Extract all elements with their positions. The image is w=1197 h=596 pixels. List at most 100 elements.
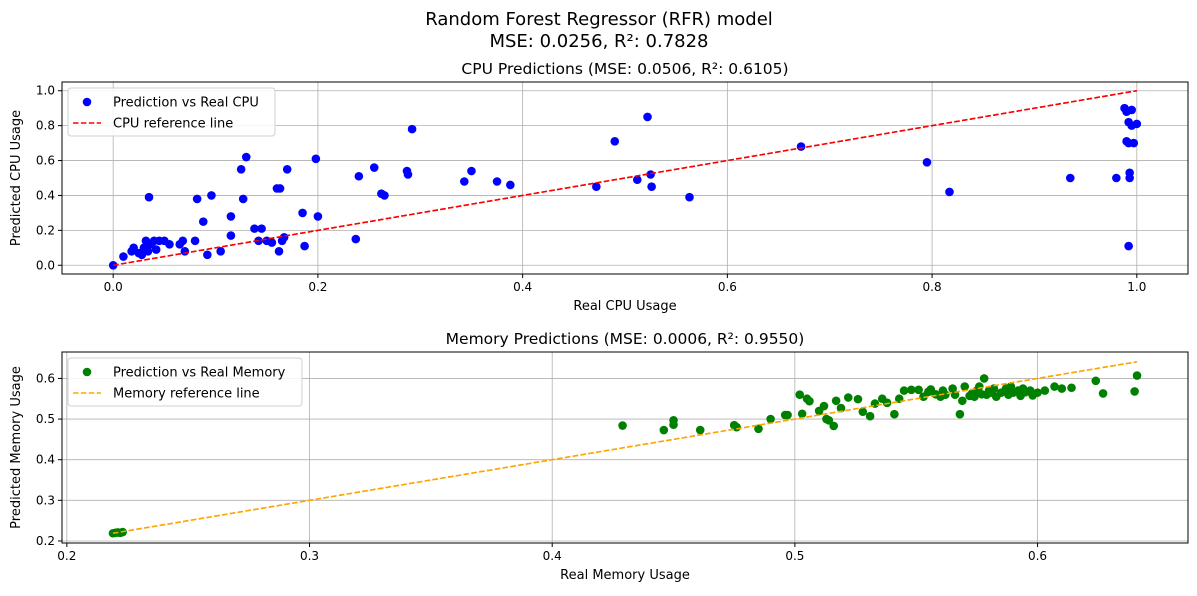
cpu-data-point: [380, 191, 389, 200]
cpu-data-point: [180, 247, 190, 256]
memory-x-axis-label: Real Memory Usage: [560, 568, 690, 583]
memory-data-point: [899, 386, 909, 395]
memory-predictions-panel: 0.2 0.3 0.4 0.5 0.6 0.2 0.3 0.4 0.5 0.6 Memory Pre…: [9, 330, 1189, 583]
memory-data-point: [783, 410, 792, 420]
cpu-data-point: [922, 157, 932, 167]
x-tick-label: 1.0: [1127, 280, 1146, 294]
x-tick-label: 0.8: [923, 280, 942, 294]
memory-data-point: [853, 394, 863, 404]
cpu-data-point: [216, 247, 225, 256]
memory-data-point: [805, 396, 814, 406]
cpu-data-point: [945, 187, 954, 197]
memory-data-point: [958, 396, 967, 406]
memory-panel-title: Memory Predictions (MSE: 0.0006, R²: 0.9…: [446, 330, 805, 348]
cpu-data-point: [467, 166, 476, 176]
legend-box: [67, 87, 276, 137]
cpu-data-point: [313, 212, 323, 221]
cpu-data-point: [250, 224, 259, 233]
x-tick-label: 0.0: [104, 280, 123, 294]
memory-data-point: [1033, 388, 1042, 397]
cpu-data-point: [203, 250, 212, 260]
memory-data-point: [766, 414, 775, 424]
memory-data-point: [941, 390, 950, 399]
cpu-data-point: [647, 182, 656, 192]
memory-data-point: [1098, 389, 1108, 398]
cpu-data-point: [165, 240, 174, 249]
cpu-data-point: [143, 247, 153, 256]
cpu-data-point: [207, 191, 216, 200]
memory-data-point: [669, 415, 678, 425]
cpu-y-axis-label: Predicted CPU Usage: [9, 110, 24, 246]
memory-data-point: [819, 401, 829, 411]
x-tick-label: 0.3: [300, 549, 319, 563]
memory-data-point: [914, 385, 923, 395]
legend-box: [67, 357, 303, 407]
cpu-data-point: [506, 180, 515, 190]
memory-axes-frame: [61, 351, 1189, 544]
x-tick-label: 0.2: [57, 549, 76, 563]
cpu-x-axis-label: Real CPU Usage: [573, 299, 676, 314]
memory-legend: Prediction vs Real Memory Memory referenc…: [67, 357, 303, 407]
memory-data-point: [975, 382, 984, 391]
legend-label: Prediction vs Real CPU: [113, 96, 259, 111]
memory-data-point: [831, 396, 841, 406]
cpu-data-point: [1129, 138, 1139, 148]
cpu-data-point: [1065, 173, 1075, 183]
cpu-data-point: [592, 182, 601, 192]
cpu-data-point: [459, 177, 469, 186]
cpu-data-point: [300, 241, 309, 251]
memory-data-point: [890, 409, 899, 419]
figure-suptitle-line1: Random Forest Regressor (RFR) model: [425, 9, 773, 30]
cpu-data-point: [407, 124, 417, 134]
cpu-data-point: [198, 217, 208, 226]
cpu-data-point: [311, 154, 321, 164]
memory-y-axis-label: Predicted Memory Usage: [9, 366, 24, 529]
cpu-reference-line-overlay: [113, 89, 1137, 267]
cpu-data-point: [226, 231, 236, 240]
x-tick-label: 0.6: [1028, 549, 1047, 563]
cpu-data-point: [226, 212, 236, 221]
cpu-data-point: [275, 184, 285, 193]
cpu-data-point: [610, 137, 620, 146]
cpu-data-point: [685, 192, 694, 202]
memory-data-point: [858, 407, 868, 417]
y-tick-label: 0.5: [36, 412, 55, 426]
memory-data-point: [1050, 382, 1059, 391]
memory-data-point: [989, 384, 999, 393]
cpu-data-point: [151, 245, 161, 254]
x-tick-label: 0.6: [718, 280, 737, 294]
cpu-data-point: [192, 194, 202, 204]
memory-reference-line-overlay: [112, 361, 1138, 534]
memory-data-point: [1132, 371, 1142, 380]
cpu-data-point: [1132, 119, 1142, 129]
memory-data-point: [1057, 384, 1067, 393]
cpu-data-point: [369, 163, 379, 172]
y-tick-label: 0.0: [36, 258, 55, 272]
memory-data-point: [836, 403, 846, 413]
cpu-data-point: [178, 236, 188, 246]
cpu-data-point: [274, 247, 284, 256]
memory-data-point: [659, 425, 669, 435]
legend-marker: [82, 367, 92, 377]
cpu-legend: Prediction vs Real CPU CPU reference line: [67, 87, 276, 137]
cpu-data-point: [492, 177, 502, 186]
cpu-data-point: [238, 194, 248, 204]
memory-data-point: [1091, 376, 1101, 386]
memory-data-point: [979, 374, 989, 383]
cpu-data-point: [108, 260, 118, 270]
cpu-data-point: [796, 142, 806, 151]
cpu-data-point: [354, 171, 364, 181]
cpu-data-point: [1124, 241, 1133, 251]
memory-data-point: [824, 415, 834, 425]
cpu-data-point: [257, 224, 266, 233]
y-tick-label: 0.2: [36, 534, 55, 548]
memory-data-point: [754, 424, 763, 434]
x-tick-label: 0.4: [513, 280, 532, 294]
legend-label: CPU reference line: [113, 117, 233, 132]
cpu-data-point: [1127, 105, 1136, 115]
memory-data-point: [795, 390, 805, 399]
memory-data-point: [829, 421, 838, 431]
cpu-data-point: [298, 208, 307, 218]
y-tick-label: 0.2: [36, 223, 55, 237]
